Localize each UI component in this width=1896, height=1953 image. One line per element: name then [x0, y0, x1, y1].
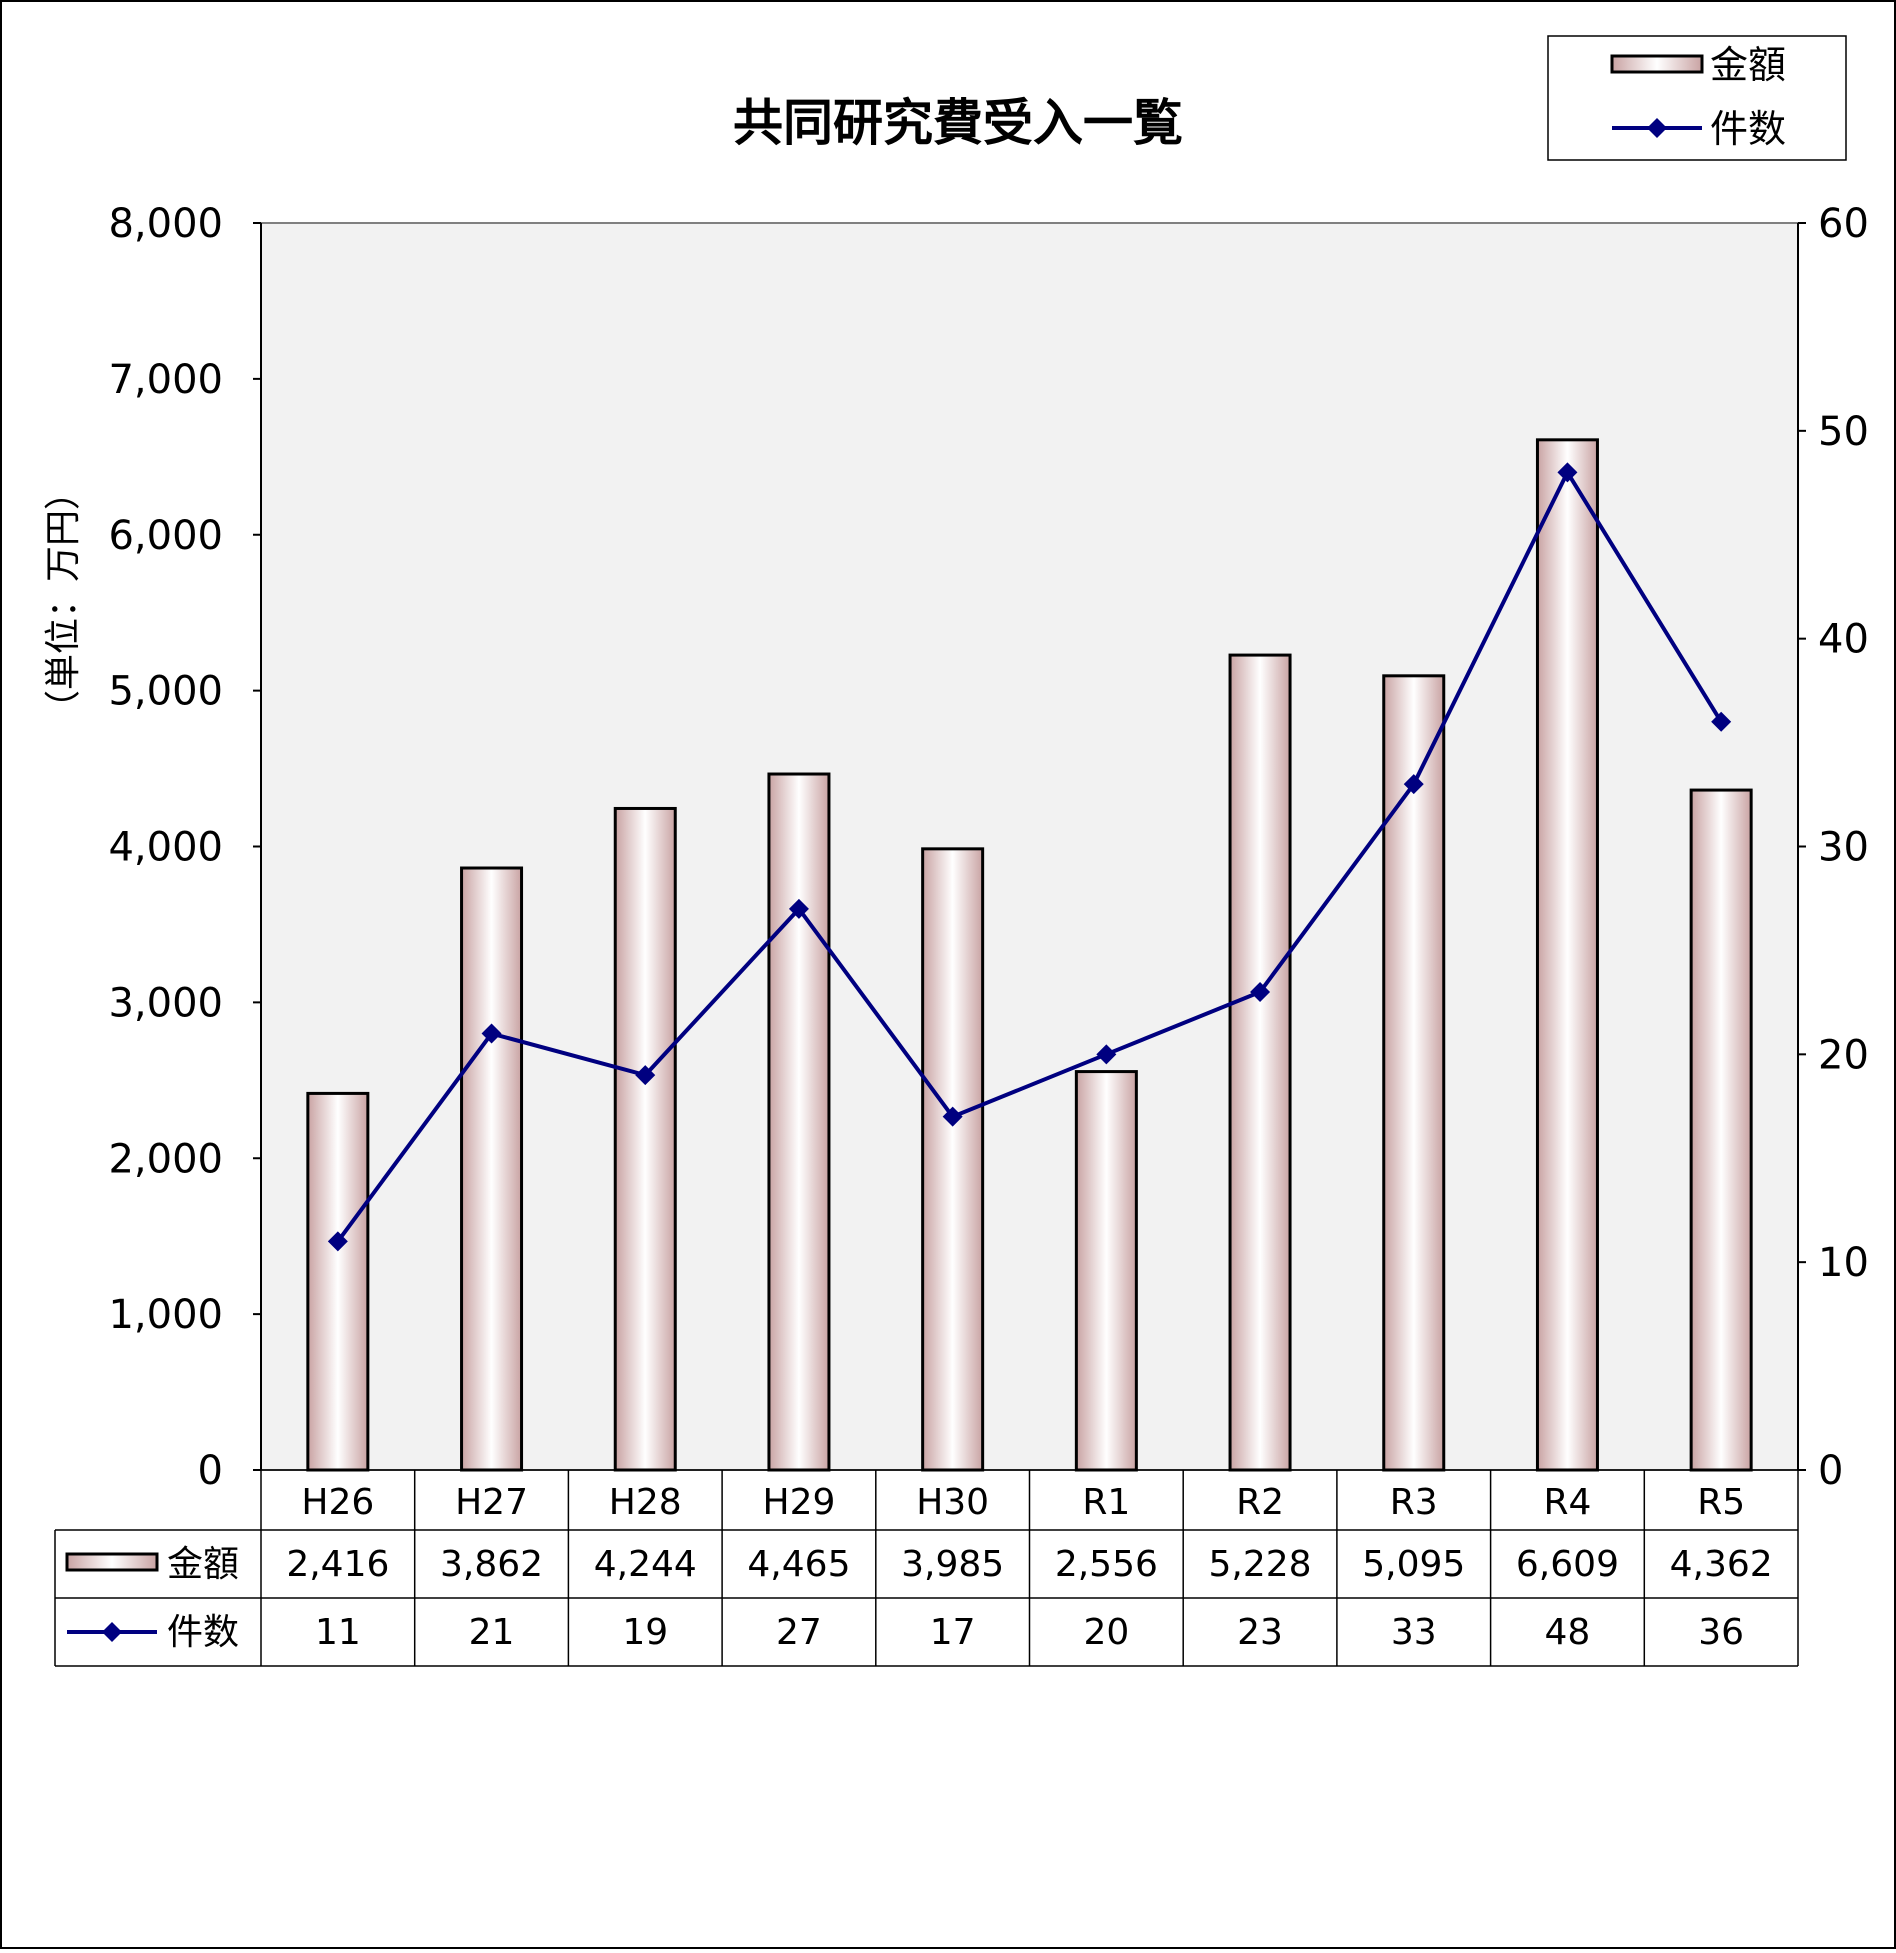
- point-R2: [1250, 981, 1271, 1002]
- x-tick-label: H28: [609, 1482, 682, 1523]
- left-tick-label: 4,000: [108, 825, 223, 871]
- x-tick-label: H30: [916, 1482, 989, 1523]
- point-R1: [1096, 1044, 1117, 1065]
- table-cell-amount: 4,465: [747, 1544, 850, 1585]
- table-cell-count: 19: [622, 1612, 668, 1653]
- bar-R5: [1689, 788, 1753, 1472]
- x-tick-label: H29: [763, 1482, 836, 1523]
- bar-R2: [1228, 653, 1292, 1472]
- right-tick-label: 0: [1818, 1448, 1843, 1494]
- left-tick-label: 8,000: [108, 201, 223, 247]
- table-cell-count: 48: [1545, 1612, 1591, 1653]
- legend-label-amount: 金額: [1710, 43, 1786, 87]
- legend-label-count: 件数: [1710, 107, 1786, 151]
- y-axis-label: （単位：万円）: [43, 474, 84, 726]
- point-H29: [788, 898, 809, 919]
- data-table: H26 H27 H28 H29 H30 R1 R2 R3 R4 R5 金額 2,416 3,862 4,2…: [54, 1469, 1799, 1667]
- table-cell-count: 20: [1083, 1612, 1129, 1653]
- bar-series: [306, 438, 1753, 1472]
- left-tick-label: 6,000: [108, 513, 223, 559]
- right-tick-label: 10: [1818, 1240, 1869, 1286]
- chart-title: 共同研究費受入一覧: [733, 94, 1183, 152]
- point-R4: [1557, 462, 1578, 483]
- table-cell-count: 17: [930, 1612, 976, 1653]
- left-tick-label: 5,000: [108, 669, 223, 715]
- table-cell-count: 23: [1237, 1612, 1283, 1653]
- x-tick-label: R1: [1082, 1482, 1130, 1523]
- point-H28: [635, 1065, 656, 1086]
- legend-line-marker: [1647, 118, 1667, 138]
- x-tick-label: H27: [455, 1482, 528, 1523]
- table-cell-count: 36: [1698, 1612, 1744, 1653]
- right-tick-label: 40: [1818, 617, 1869, 663]
- table-line-key-marker: [102, 1622, 122, 1642]
- table-bar-key: [65, 1552, 159, 1572]
- line-series: [327, 462, 1732, 1252]
- x-tick-label: R2: [1236, 1482, 1284, 1523]
- bar-R3: [1382, 674, 1446, 1472]
- right-tick-label: 20: [1818, 1032, 1869, 1078]
- right-y-axis: 0 10 20 30 40 50 60: [1797, 201, 1869, 1494]
- left-y-axis: 0 1,000 2,000 3,000 4,000 5,000 6,000 7,000 8,00…: [108, 201, 262, 1494]
- table-cell-count: 21: [469, 1612, 515, 1653]
- x-tick-label: R5: [1697, 1482, 1745, 1523]
- x-tick-label: R4: [1543, 1482, 1591, 1523]
- bar-H28: [613, 806, 677, 1472]
- table-cell-amount: 5,095: [1362, 1544, 1465, 1585]
- table-cell-amount: 3,862: [440, 1544, 543, 1585]
- bar-H29: [767, 772, 831, 1472]
- point-R3: [1403, 774, 1424, 795]
- right-tick-label: 50: [1818, 409, 1869, 455]
- point-H26: [327, 1231, 348, 1252]
- table-cell-count: 11: [315, 1612, 361, 1653]
- left-tick-label: 2,000: [108, 1136, 223, 1182]
- x-tick-label: R3: [1390, 1482, 1438, 1523]
- table-row-label-count: 件数: [167, 1612, 239, 1653]
- left-tick-label: 3,000: [108, 980, 223, 1026]
- legend-bar-key: [1610, 54, 1704, 74]
- bar-H27: [460, 866, 524, 1472]
- left-tick-label: 7,000: [108, 357, 223, 403]
- table-cell-amount: 2,416: [286, 1544, 389, 1585]
- right-tick-label: 60: [1818, 201, 1869, 247]
- point-H27: [481, 1023, 502, 1044]
- left-tick-label: 0: [198, 1448, 223, 1494]
- table-cell-amount: 4,244: [594, 1544, 697, 1585]
- table-cell-count: 27: [776, 1612, 822, 1653]
- table-row-label-amount: 金額: [167, 1544, 239, 1585]
- table-cell-amount: 5,228: [1209, 1544, 1312, 1585]
- point-H30: [942, 1106, 963, 1127]
- bar-H26: [306, 1091, 370, 1472]
- x-tick-label: H26: [301, 1482, 374, 1523]
- table-cell-amount: 2,556: [1055, 1544, 1158, 1585]
- count-line: [336, 468, 1723, 1243]
- bar-H30: [921, 847, 985, 1472]
- table-cell-amount: 3,985: [901, 1544, 1004, 1585]
- left-tick-label: 1,000: [108, 1292, 223, 1338]
- table-cell-amount: 4,362: [1670, 1544, 1773, 1585]
- table-cell-count: 33: [1391, 1612, 1437, 1653]
- bar-R1: [1074, 1070, 1138, 1472]
- bar-R4: [1535, 438, 1599, 1472]
- right-tick-label: 30: [1818, 825, 1869, 871]
- point-R5: [1711, 711, 1732, 732]
- table-cell-amount: 6,609: [1516, 1544, 1619, 1585]
